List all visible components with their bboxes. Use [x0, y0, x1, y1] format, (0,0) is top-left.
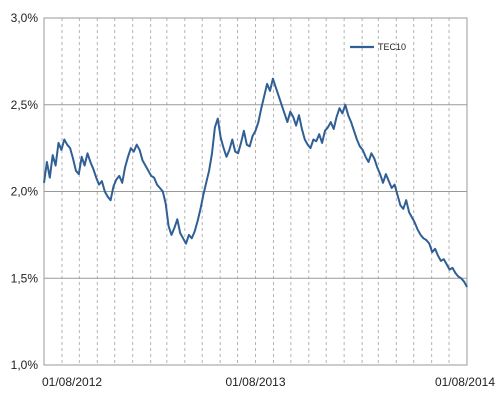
series-line-tec10	[43, 77, 468, 288]
x-axis-tick-labels: 01/08/2012 01/08/2013 01/08/2014	[42, 375, 495, 389]
legend-label-tec10: TEC10	[378, 42, 406, 52]
y-tick-label: 2,0%	[11, 185, 39, 199]
grid	[44, 17, 467, 366]
x-tick-label: 01/08/2012	[42, 375, 102, 389]
plot-area-frame	[43, 17, 468, 366]
y-tick-label: 1,5%	[11, 271, 39, 285]
y-tick-label: 3,0%	[11, 11, 39, 25]
y-tick-label: 2,5%	[11, 98, 39, 112]
series-layer	[43, 77, 468, 288]
x-tick-label: 01/08/2014	[435, 375, 495, 389]
legend: TEC10	[350, 42, 406, 52]
x-tick-label: 01/08/2013	[225, 375, 285, 389]
y-tick-label: 1,0%	[11, 358, 39, 372]
y-axis-tick-labels: 1,0% 1,5% 2,0% 2,5% 3,0%	[11, 11, 39, 372]
